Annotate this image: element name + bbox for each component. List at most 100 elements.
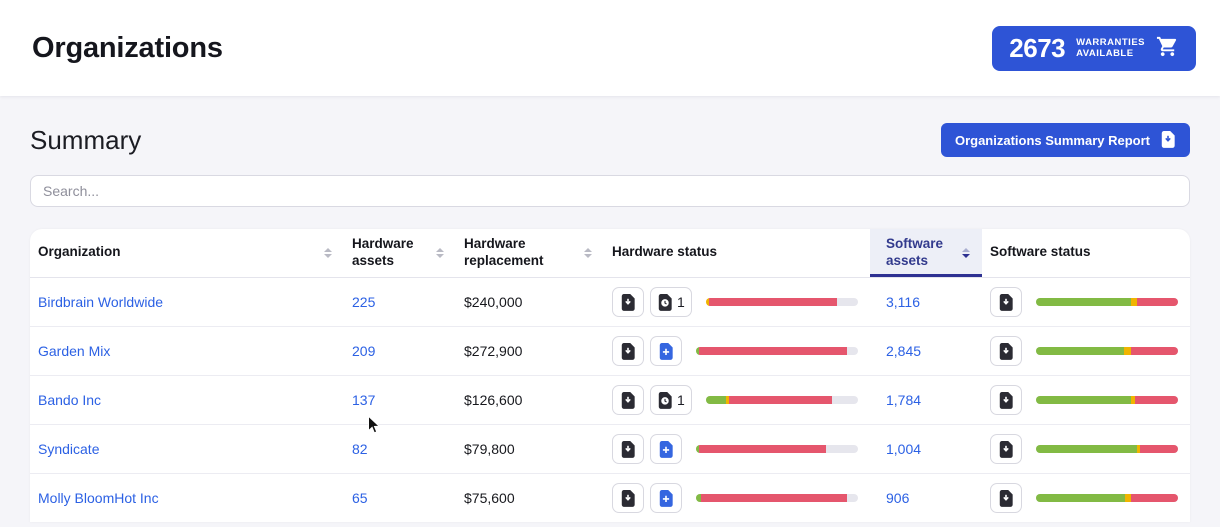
summary-heading: Summary (30, 124, 142, 155)
software-assets-cell: 3,116 (870, 277, 982, 326)
hardware-assets-link[interactable]: 65 (352, 489, 368, 506)
hardware-assets-cell: 209 (344, 326, 456, 375)
organization-cell: Birdbrain Worldwide (30, 277, 344, 326)
doc-download-icon (620, 488, 636, 507)
table-body: Birdbrain Worldwide 225 $240,000 (30, 277, 1190, 522)
row-secondary-button[interactable] (650, 335, 682, 366)
row-secondary-button[interactable]: 1 (650, 384, 692, 415)
table-row: Garden Mix 209 $272,900 (30, 326, 1190, 375)
hardware-assets-link[interactable]: 82 (352, 440, 368, 457)
hardware-report-download-button[interactable] (612, 433, 644, 464)
hardware-status-bar (705, 297, 858, 306)
organization-cell: Bando Inc (30, 375, 344, 424)
hardware-assets-cell: 82 (344, 424, 456, 473)
column-header-hardware-status[interactable]: Hardware status (612, 244, 718, 260)
software-report-download-button[interactable] (990, 384, 1022, 415)
table-row: Bando Inc 137 $126,600 (30, 375, 1190, 424)
doc-clock-icon (657, 390, 673, 409)
software-assets-cell: 2,845 (870, 326, 982, 375)
hardware-status-bar (696, 493, 858, 502)
organization-link[interactable]: Syndicate (38, 440, 100, 457)
hardware-report-download-button[interactable] (612, 335, 644, 366)
row-secondary-button[interactable]: 1 (650, 286, 692, 317)
doc-download-icon (620, 439, 636, 458)
software-status-bar (1036, 493, 1178, 502)
report-button-label: Organizations Summary Report (954, 132, 1150, 148)
hardware-status-bar (696, 346, 858, 355)
organizations-summary-report-button[interactable]: Organizations Summary Report (940, 123, 1190, 157)
row-secondary-button[interactable] (650, 433, 682, 464)
software-status-cell (982, 375, 1190, 424)
doc-download-icon (620, 390, 636, 409)
hardware-status-bar (696, 444, 858, 453)
column-header-organization[interactable]: Organization (30, 229, 344, 277)
column-header-hardware-replacement[interactable]: Hardware replacement (456, 229, 604, 277)
organization-link[interactable]: Bando Inc (38, 391, 102, 408)
organization-link[interactable]: Garden Mix (38, 342, 111, 359)
hardware-replacement-cell: $75,600 (464, 489, 515, 506)
software-report-download-button[interactable] (990, 286, 1022, 317)
doc-download-icon (998, 390, 1014, 409)
organization-cell: Syndicate (30, 424, 344, 473)
software-status-cell (982, 326, 1190, 375)
table-row: Syndicate 82 $79,800 (30, 424, 1190, 473)
hardware-assets-cell: 137 (344, 375, 456, 424)
software-report-download-button[interactable] (990, 335, 1022, 366)
software-assets-link[interactable]: 2,845 (886, 342, 922, 359)
search-input[interactable] (30, 175, 1190, 207)
software-status-cell (982, 473, 1190, 522)
hardware-replacement-cell: $272,900 (464, 342, 523, 359)
warranty-count-badge: 1 (677, 391, 685, 408)
table-header-row: Organization Hardware assets Hardware re… (30, 229, 1190, 277)
software-assets-link[interactable]: 1,784 (886, 391, 922, 408)
software-assets-link[interactable]: 906 (886, 489, 910, 506)
hardware-assets-link[interactable]: 225 (352, 293, 376, 310)
hardware-replacement-cell: $240,000 (464, 293, 523, 310)
software-assets-link[interactable]: 1,004 (886, 440, 922, 457)
hardware-report-download-button[interactable] (612, 384, 644, 415)
doc-download-icon (620, 341, 636, 360)
row-secondary-button[interactable] (650, 482, 682, 513)
column-header-software-status[interactable]: Software status (990, 244, 1091, 260)
doc-clock-icon (657, 292, 673, 311)
software-report-download-button[interactable] (990, 433, 1022, 464)
organizations-table-card: Organization Hardware assets Hardware re… (30, 229, 1190, 522)
software-status-bar (1036, 444, 1178, 453)
hardware-replacement-cell: $79,800 (464, 440, 515, 457)
hardware-report-download-button[interactable] (612, 482, 644, 513)
doc-download-icon (620, 292, 636, 311)
sort-arrows-icon[interactable] (584, 247, 592, 258)
organization-cell: Garden Mix (30, 326, 344, 375)
summary-header-bar: Summary Organizations Summary Report (30, 122, 1190, 158)
hardware-status-bar (705, 395, 858, 404)
software-assets-link[interactable]: 3,116 (886, 293, 920, 310)
hardware-status-cell: 1 (604, 277, 870, 326)
column-header-software-assets[interactable]: Software assets (870, 229, 982, 277)
column-header-hardware-assets[interactable]: Hardware assets (344, 229, 456, 277)
hardware-status-cell (604, 326, 870, 375)
sort-arrows-icon[interactable] (436, 247, 444, 258)
software-status-bar (1036, 346, 1178, 355)
organizations-table: Organization Hardware assets Hardware re… (30, 229, 1190, 522)
warranties-available-button[interactable]: 2673 WARRANTIES AVAILABLE (992, 25, 1196, 71)
hardware-assets-link[interactable]: 137 (352, 391, 376, 408)
hardware-report-download-button[interactable] (612, 286, 644, 317)
doc-plus-icon (658, 341, 674, 360)
sort-arrows-icon[interactable] (324, 247, 332, 258)
software-assets-cell: 1,004 (870, 424, 982, 473)
doc-download-icon (1160, 129, 1176, 151)
doc-download-icon (998, 439, 1014, 458)
doc-download-icon (998, 292, 1014, 311)
hardware-status-cell (604, 424, 870, 473)
organization-link[interactable]: Molly BloomHot Inc (38, 489, 159, 506)
software-report-download-button[interactable] (990, 482, 1022, 513)
hardware-assets-link[interactable]: 209 (352, 342, 376, 359)
hardware-assets-cell: 65 (344, 473, 456, 522)
sort-arrows-icon[interactable] (962, 247, 970, 258)
software-status-bar (1036, 395, 1178, 404)
doc-plus-icon (658, 439, 674, 458)
top-header-bar: Organizations 2673 WARRANTIES AVAILABLE (0, 0, 1220, 96)
page-title: Organizations (32, 31, 223, 64)
software-status-cell (982, 424, 1190, 473)
organization-link[interactable]: Birdbrain Worldwide (38, 293, 164, 310)
